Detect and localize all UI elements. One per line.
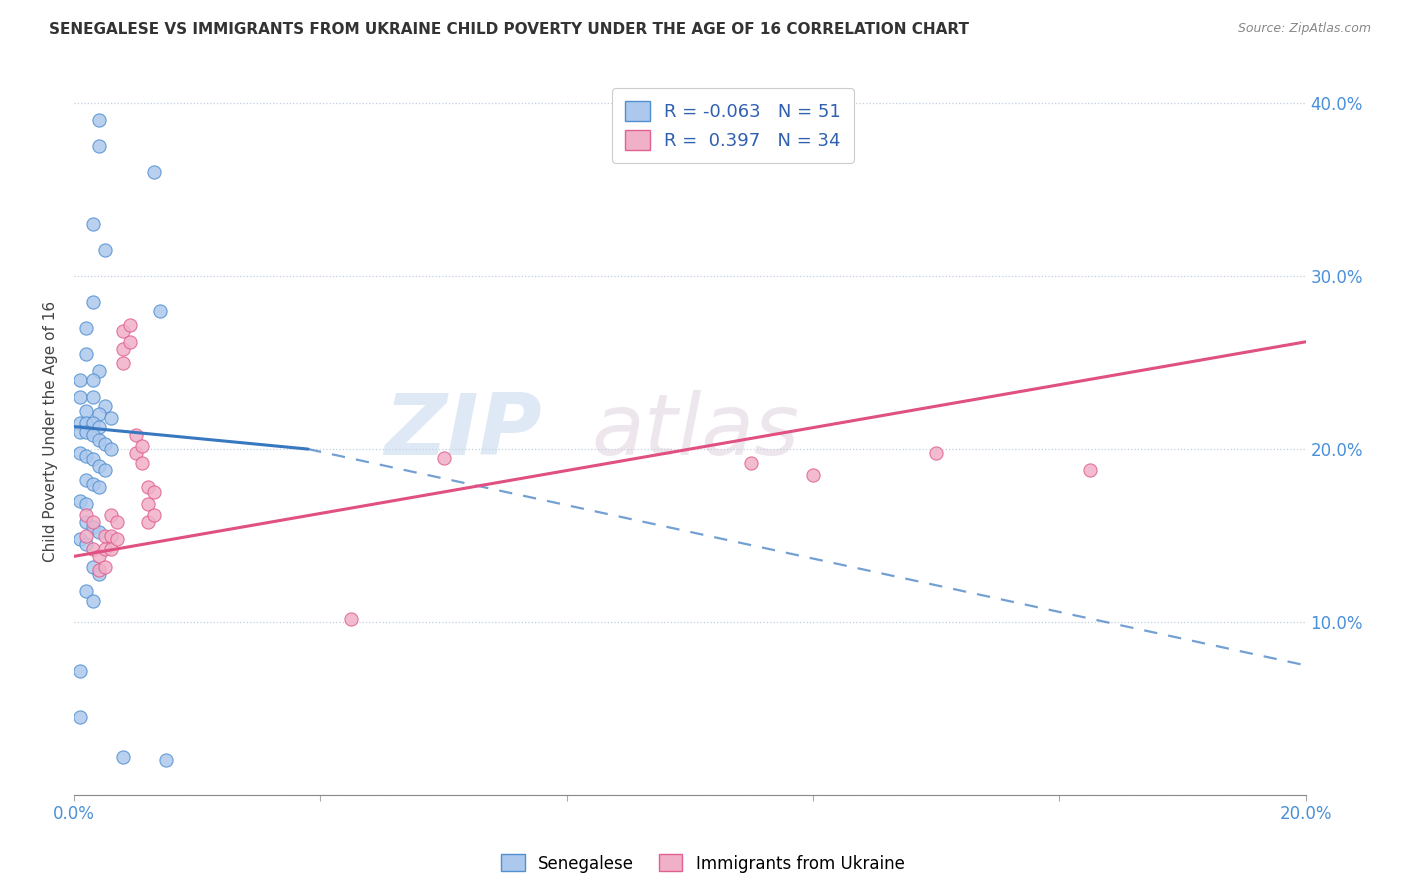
Point [75,321,97,335]
Point [801,468,824,483]
Point [87,139,110,153]
Point [82,428,104,442]
Point [94,437,117,451]
Point [69,532,91,546]
Point [136,480,159,494]
Point [75,416,97,430]
Point [82,416,104,430]
Point [118,334,141,349]
Point [925,445,948,459]
Point [69,664,91,678]
Point [155,754,177,768]
Point [82,542,104,557]
Point [82,390,104,404]
Point [82,373,104,387]
Legend: R = -0.063   N = 51, R =  0.397   N = 34: R = -0.063 N = 51, R = 0.397 N = 34 [612,88,853,162]
Point [131,456,153,470]
Point [82,452,104,467]
Point [82,476,104,491]
Point [94,399,117,413]
Point [94,243,117,257]
Point [105,532,128,546]
Point [94,542,117,557]
Point [87,459,110,474]
Point [94,463,117,477]
Point [75,508,97,522]
Point [75,425,97,439]
Point [136,498,159,512]
Point [432,450,454,465]
Point [143,485,166,500]
Point [124,428,146,442]
Point [112,750,135,764]
Point [75,528,97,542]
Point [131,439,153,453]
Point [1078,463,1101,477]
Point [82,594,104,608]
Point [94,528,117,542]
Point [69,373,91,387]
Point [143,508,166,522]
Point [75,583,97,598]
Text: ZIP: ZIP [384,391,543,474]
Point [69,390,91,404]
Point [112,355,135,369]
Point [87,563,110,577]
Point [82,295,104,310]
Point [69,425,91,439]
Point [112,325,135,339]
Point [75,473,97,487]
Point [143,165,166,179]
Point [75,347,97,361]
Point [94,559,117,574]
Y-axis label: Child Poverty Under the Age of 16: Child Poverty Under the Age of 16 [44,301,58,562]
Point [87,566,110,581]
Point [100,528,122,542]
Point [87,434,110,448]
Point [82,515,104,529]
Point [87,419,110,434]
Point [69,494,91,508]
Legend: Senegalese, Immigrants from Ukraine: Senegalese, Immigrants from Ukraine [495,847,911,880]
Point [75,537,97,551]
Point [82,520,104,534]
Point [75,449,97,463]
Text: SENEGALESE VS IMMIGRANTS FROM UKRAINE CHILD POVERTY UNDER THE AGE OF 16 CORRELAT: SENEGALESE VS IMMIGRANTS FROM UKRAINE CH… [49,22,969,37]
Point [100,508,122,522]
Point [75,404,97,418]
Text: Source: ZipAtlas.com: Source: ZipAtlas.com [1237,22,1371,36]
Point [340,612,363,626]
Point [69,416,91,430]
Point [100,411,122,425]
Point [87,408,110,422]
Point [740,456,762,470]
Point [149,303,172,318]
Point [87,525,110,540]
Point [82,217,104,231]
Point [100,542,122,557]
Point [82,559,104,574]
Text: atlas: atlas [592,391,799,474]
Point [87,113,110,128]
Point [118,318,141,332]
Point [112,342,135,356]
Point [124,445,146,459]
Point [87,549,110,564]
Point [75,498,97,512]
Point [136,515,159,529]
Point [69,710,91,724]
Point [105,515,128,529]
Point [100,442,122,456]
Point [69,445,91,459]
Point [87,480,110,494]
Point [75,515,97,529]
Point [87,364,110,378]
